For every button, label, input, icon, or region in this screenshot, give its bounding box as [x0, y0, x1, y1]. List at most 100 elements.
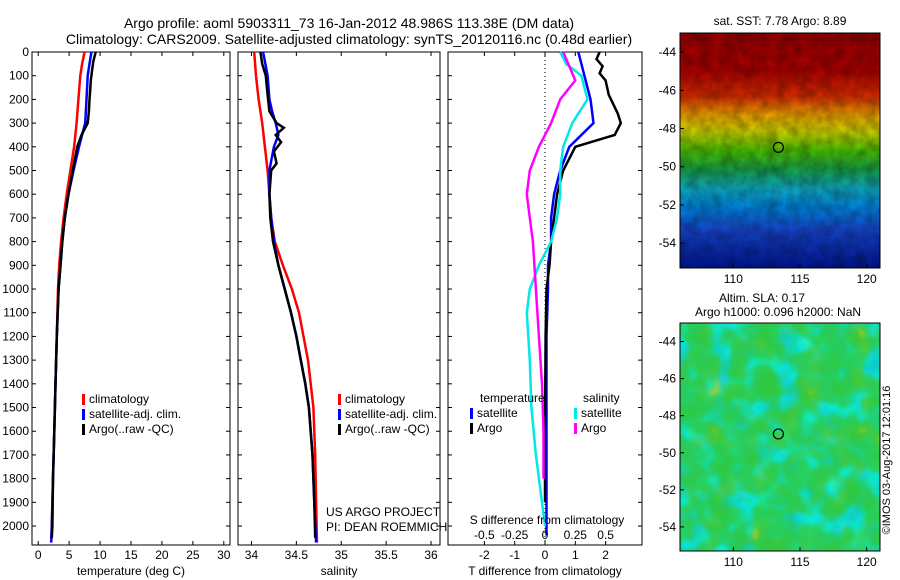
diff-t-legend-label: Argo — [477, 421, 503, 435]
y-tick-label: 300 — [9, 116, 29, 130]
x-tick-label: 20 — [155, 548, 169, 562]
sal-legend-label: Argo(..raw -QC) — [345, 422, 430, 436]
y-tick-label: 1600 — [2, 424, 29, 438]
series-line-salinity-satellite — [525, 51, 589, 527]
map-y-tick-label: -50 — [659, 446, 677, 460]
temp-legend-label: satellite-adj. clim. — [89, 407, 181, 421]
sal-legend-swatch — [338, 424, 341, 435]
diff-t-legend-swatch — [470, 423, 473, 434]
map-x-tick-label: 120 — [857, 555, 877, 569]
legend-title-temperature: temperature — [480, 391, 545, 405]
sla-map-title-2: Argo h1000: 0.096 h2000: NaN — [695, 305, 861, 319]
y-tick-label: 1000 — [2, 282, 29, 296]
temp-legend-swatch — [82, 424, 85, 435]
map-x-tick-label: 110 — [724, 272, 743, 286]
y-tick-label: 600 — [9, 187, 29, 201]
sla-map-title-1: Altim. SLA: 0.17 — [719, 291, 805, 305]
temp-frame — [31, 51, 231, 546]
map-y-tick-label: -48 — [659, 122, 677, 136]
y-tick-label: 2000 — [2, 519, 29, 533]
y-tick-label: 500 — [9, 164, 29, 178]
map-y-tick-label: -52 — [659, 198, 677, 212]
x-axis-label: temperature (deg C) — [77, 564, 185, 578]
series-line-satellite-adj-clim- — [261, 51, 318, 543]
diff-s-legend-swatch — [574, 423, 577, 434]
map-x-tick-label: 120 — [857, 272, 877, 286]
y-tick-label: 1100 — [3, 306, 29, 320]
y-tick-label: 200 — [9, 92, 29, 106]
temp-legend-label: Argo(..raw -QC) — [89, 422, 174, 436]
series-line-temperature-argo — [543, 51, 623, 503]
y-tick-label: 1300 — [2, 353, 29, 367]
x-tick-label: 5 — [66, 548, 73, 562]
map-y-tick-label: -48 — [659, 409, 677, 423]
x-tick-label: -2 — [479, 548, 490, 562]
sal-frame — [237, 51, 441, 546]
y-tick-label: 1800 — [2, 472, 29, 486]
y-tick-label: 700 — [9, 211, 29, 225]
diff-t-legend-swatch — [470, 408, 473, 419]
map-y-tick-label: -54 — [659, 236, 677, 250]
x-tick-label: 25 — [186, 548, 200, 562]
series-line-argo-raw-qc- — [50, 51, 97, 538]
y-tick-label: 1500 — [2, 401, 29, 415]
y-tick-label: 1900 — [2, 495, 29, 509]
legend-title-salinity: salinity — [583, 391, 620, 405]
project-annotation: US ARGO PROJECT — [326, 505, 441, 519]
map-y-tick-label: -54 — [659, 520, 677, 534]
map-y-tick-label: -46 — [659, 372, 677, 386]
sst-map-title: sat. SST: 7.78 Argo: 8.89 — [714, 14, 847, 28]
x-tick-label: 36 — [424, 548, 438, 562]
diff-s-legend-label: satellite — [581, 406, 622, 420]
x-tick-label: 15 — [124, 548, 138, 562]
argo-location-marker — [772, 141, 785, 153]
sal-legend-swatch — [338, 409, 341, 420]
x-tick-label: -1 — [509, 548, 520, 562]
sal-legend-label: climatology — [345, 392, 405, 406]
sal-legend-label: satellite-adj. clim. — [345, 407, 437, 421]
series-line-climatology — [252, 51, 319, 543]
x-tick-label: 1 — [572, 548, 579, 562]
map-y-tick-label: -46 — [659, 83, 677, 97]
temp-legend-swatch — [82, 409, 85, 420]
x-tick-label: 35 — [335, 548, 349, 562]
map-x-tick-label: 115 — [790, 272, 809, 286]
x-axis-label-s: S difference from climatology — [470, 513, 625, 527]
x-tick-label-s: -0.5 — [474, 528, 495, 542]
map-y-tick-label: -50 — [659, 160, 677, 174]
x-tick-label: 2 — [602, 548, 609, 562]
series-line-argo-raw-qc- — [259, 51, 317, 538]
series-line-salinity-argo — [525, 51, 577, 479]
sst-frame — [679, 32, 881, 269]
argo-location-marker — [772, 428, 785, 440]
map-y-tick-label: -44 — [659, 45, 677, 59]
y-tick-label: 1200 — [2, 329, 29, 343]
map-y-tick-label: -44 — [659, 335, 677, 349]
sal-legend-swatch — [338, 394, 341, 405]
sla-map-panel: 110 115 120 -44 -46 -48 -50 -52 -54 — [659, 322, 881, 569]
map-x-tick-label: 110 — [724, 555, 743, 569]
diff-s-legend-swatch — [574, 408, 577, 419]
series-line-temperature-satellite — [545, 51, 595, 536]
x-tick-label: 35.5 — [374, 548, 398, 562]
map-y-tick-label: -52 — [659, 483, 677, 497]
x-tick-label-s: 0.5 — [597, 528, 614, 542]
x-axis-label: salinity — [321, 564, 358, 578]
y-tick-label: 400 — [9, 140, 29, 154]
imos-credit: ©IMOS 03-Aug-2017 12:01:16 — [881, 386, 893, 535]
map-x-tick-label: 115 — [790, 555, 809, 569]
y-tick-label: 900 — [9, 258, 29, 272]
y-tick-label: 1400 — [2, 377, 29, 391]
salinity-panel: 34 34.5 35 35.5 36 salinity climatologysatelli… — [237, 51, 447, 578]
sla-frame — [679, 322, 881, 552]
temp-legend-label: climatology — [89, 392, 149, 406]
x-tick-label: 0 — [35, 548, 42, 562]
x-tick-label-s: 0 — [542, 528, 549, 542]
series-line-climatology — [49, 51, 86, 543]
x-tick-label-s: -0.25 — [501, 528, 529, 542]
pi-annotation: PI: DEAN ROEMMICH — [326, 520, 447, 534]
y-tick-label: 1700 — [2, 448, 29, 462]
x-axis-label: T difference from climatology — [468, 564, 622, 578]
x-tick-label-s: 0.25 — [564, 528, 588, 542]
